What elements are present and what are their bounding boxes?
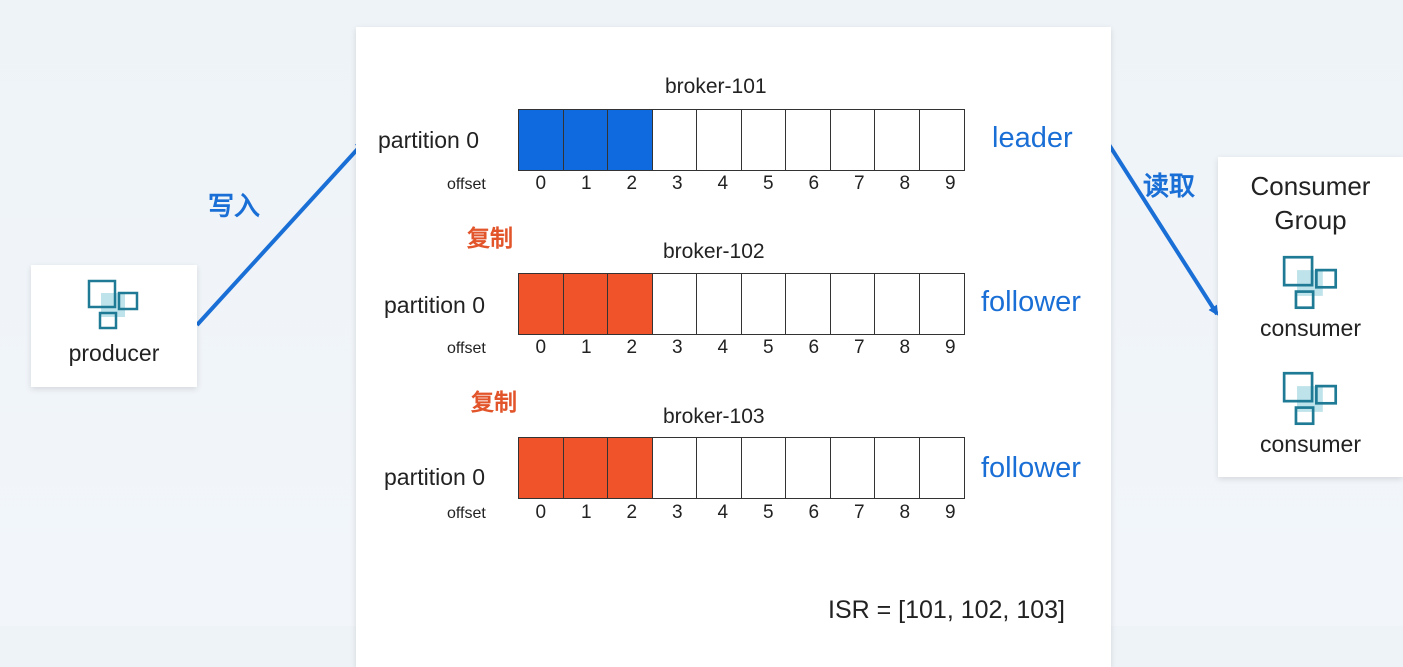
consumer-group-title-line2: Group [1274, 205, 1347, 235]
broker-101-log [518, 109, 965, 171]
broker-102-cell-5 [741, 274, 786, 334]
consumer-1-app-icon [1282, 255, 1338, 310]
broker-103-cell-4 [697, 438, 742, 498]
offset-1: 1 [580, 173, 592, 194]
offset-8: 8 [899, 173, 911, 194]
offset-9: 9 [944, 337, 956, 358]
offset-2: 2 [626, 502, 638, 523]
broker-102-cell-9 [919, 274, 964, 334]
offset-4: 4 [717, 502, 729, 523]
broker-101-cell-5 [741, 110, 786, 170]
partition-panel: broker-101 partition 0 leader offset 0 1… [356, 27, 1111, 667]
broker-103-cell-0 [519, 438, 564, 498]
broker-101-partition-label: partition 0 [378, 127, 480, 153]
offset-6: 6 [808, 337, 820, 358]
broker-101-cell-4 [697, 110, 742, 170]
broker-102-title: broker-102 [663, 240, 765, 263]
consumer-2-app-icon [1282, 371, 1338, 426]
replicate-label-1: 复制 [467, 225, 513, 251]
broker-101-offset-label: offset [447, 176, 486, 193]
broker-102-cell-6 [786, 274, 831, 334]
consumer-1-label: consumer [1260, 315, 1361, 341]
read-label: 读取 [1143, 171, 1196, 201]
offset-5: 5 [762, 173, 774, 194]
broker-101-cell-2 [608, 110, 653, 170]
broker-103-cell-9 [919, 438, 964, 498]
offset-2: 2 [626, 337, 638, 358]
write-label: 写入 [208, 191, 261, 221]
broker-103-cell-8 [875, 438, 920, 498]
broker-102-cell-8 [875, 274, 920, 334]
offset-0: 0 [535, 502, 547, 523]
offset-7: 7 [853, 502, 865, 523]
offset-2: 2 [626, 173, 638, 194]
isr-label: ISR = [101, 102, 103] [828, 596, 1065, 624]
offset-0: 0 [535, 173, 547, 194]
broker-103-cell-5 [741, 438, 786, 498]
offset-8: 8 [899, 502, 911, 523]
broker-102-log [518, 273, 965, 335]
offset-0: 0 [535, 337, 547, 358]
offset-5: 5 [762, 337, 774, 358]
offset-3: 3 [671, 337, 683, 358]
replicate-label-2: 复制 [471, 389, 517, 415]
broker-102-cell-3 [652, 274, 697, 334]
broker-103-offset-label: offset [447, 505, 486, 522]
broker-101-cell-3 [652, 110, 697, 170]
broker-102-cell-7 [830, 274, 875, 334]
broker-101-cell-0 [519, 110, 564, 170]
broker-102-offset-label: offset [447, 340, 486, 357]
broker-101-cell-7 [830, 110, 875, 170]
broker-101-offsets: 0 1 2 3 4 5 6 7 8 9 [518, 173, 973, 195]
broker-102-cell-2 [608, 274, 653, 334]
consumer-2-label: consumer [1260, 431, 1361, 457]
broker-102-partition-label: partition 0 [384, 292, 486, 318]
broker-101-role: leader [992, 122, 1073, 154]
broker-101-title: broker-101 [665, 75, 767, 98]
broker-102-offsets: 0 1 2 3 4 5 6 7 8 9 [518, 337, 973, 359]
broker-102-cell-4 [697, 274, 742, 334]
offset-5: 5 [762, 502, 774, 523]
broker-103-offsets: 0 1 2 3 4 5 6 7 8 9 [518, 502, 973, 524]
offset-4: 4 [717, 337, 729, 358]
broker-103-cell-7 [830, 438, 875, 498]
offset-9: 9 [944, 173, 956, 194]
offset-6: 6 [808, 173, 820, 194]
broker-101-cell-8 [875, 110, 920, 170]
broker-103-role: follower [981, 452, 1081, 484]
producer-app-icon [87, 279, 139, 330]
offset-7: 7 [853, 337, 865, 358]
offset-3: 3 [671, 173, 683, 194]
read-arrow [1104, 138, 1219, 316]
producer-label: producer [68, 340, 160, 366]
broker-102-role: follower [981, 286, 1081, 318]
broker-103-cell-1 [563, 438, 608, 498]
broker-102-cell-1 [563, 274, 608, 334]
broker-103-cell-2 [608, 438, 653, 498]
offset-8: 8 [899, 337, 911, 358]
consumer-group-title: Consumer Group [1218, 169, 1403, 237]
broker-103-cell-6 [786, 438, 831, 498]
broker-103-partition-label: partition 0 [384, 464, 486, 490]
offset-4: 4 [717, 173, 729, 194]
offset-1: 1 [580, 502, 592, 523]
consumer-group-title-line1: Consumer [1250, 171, 1371, 201]
offset-1: 1 [580, 337, 592, 358]
producer-card: producer [31, 265, 197, 387]
broker-103-cell-3 [652, 438, 697, 498]
offset-7: 7 [853, 173, 865, 194]
consumer-group-card: Consumer Group consumer consumer [1218, 157, 1403, 477]
broker-103-title: broker-103 [663, 405, 765, 428]
broker-103-log [518, 437, 965, 499]
broker-101-cell-1 [563, 110, 608, 170]
write-arrow [195, 140, 366, 327]
offset-9: 9 [944, 502, 956, 523]
broker-101-cell-9 [919, 110, 964, 170]
broker-102-cell-0 [519, 274, 564, 334]
offset-6: 6 [808, 502, 820, 523]
broker-101-cell-6 [786, 110, 831, 170]
offset-3: 3 [671, 502, 683, 523]
